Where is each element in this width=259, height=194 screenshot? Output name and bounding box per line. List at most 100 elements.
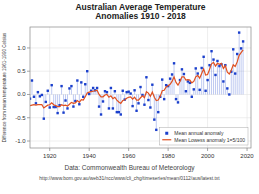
stem [85, 84, 86, 94]
tick [168, 148, 169, 151]
point [153, 118, 155, 120]
point [31, 79, 33, 81]
point [206, 79, 208, 81]
tick-label: 2020 [240, 153, 254, 159]
stem [239, 33, 240, 95]
tick [128, 148, 129, 151]
point [232, 48, 234, 50]
point [151, 84, 153, 86]
stem [233, 49, 234, 94]
point [62, 111, 64, 113]
stem [41, 94, 42, 95]
annotation: http://www.bom.gov.au/web31/ncc/www/cli_… [39, 176, 220, 181]
point [242, 40, 244, 42]
point [147, 99, 149, 101]
point [135, 110, 137, 112]
point [161, 78, 163, 80]
stem [207, 80, 208, 94]
point [110, 87, 112, 89]
point [120, 113, 122, 115]
point [78, 103, 80, 105]
legend-label: Mean annual anomaly [174, 130, 224, 136]
stem [59, 94, 60, 105]
stem [168, 86, 169, 94]
point [100, 113, 102, 115]
tick [27, 47, 30, 48]
point [177, 101, 179, 103]
point [108, 107, 110, 109]
point [47, 90, 49, 92]
stem [219, 66, 220, 94]
point [129, 92, 131, 94]
point [45, 101, 47, 103]
point [122, 90, 124, 92]
point [149, 106, 151, 108]
stem [73, 94, 74, 106]
point [183, 73, 185, 75]
point [181, 68, 183, 70]
point [60, 85, 62, 87]
point [98, 105, 100, 107]
point [114, 90, 116, 92]
point [143, 104, 145, 106]
tick [27, 94, 30, 95]
tick [49, 148, 50, 151]
point [76, 79, 78, 81]
stem [77, 81, 78, 95]
point [139, 86, 141, 88]
stem [61, 86, 62, 94]
stem [223, 81, 224, 94]
stem [35, 94, 36, 103]
legend-handle [162, 139, 171, 140]
point [102, 100, 104, 102]
stem [215, 75, 216, 95]
point [35, 102, 37, 104]
stem [63, 94, 64, 112]
point [200, 67, 202, 69]
stem [51, 85, 52, 94]
point [51, 84, 53, 86]
legend-handle [165, 132, 168, 135]
grid-line [30, 47, 251, 48]
point [33, 96, 35, 98]
point [43, 117, 45, 119]
stem [112, 94, 113, 108]
point [86, 70, 88, 72]
point [80, 81, 82, 83]
stem [211, 51, 212, 94]
tick [27, 117, 30, 118]
point [197, 72, 199, 74]
stem [241, 48, 242, 94]
tick-label: 1.0 [17, 45, 26, 51]
point [37, 91, 39, 93]
point [234, 72, 236, 74]
stem [189, 83, 190, 95]
tick-label: -1.0 [15, 138, 26, 144]
annotation: Data: Commonwealth Bureau of Meteorology [64, 164, 195, 172]
point [212, 58, 214, 60]
legend-box [159, 128, 248, 146]
point [202, 56, 204, 58]
stem [120, 94, 121, 114]
tick-label: 1960 [122, 153, 136, 159]
tick-label: 1940 [83, 153, 97, 159]
point [228, 93, 230, 95]
point [226, 87, 228, 89]
stem [170, 79, 171, 95]
point [198, 89, 200, 91]
point [193, 88, 195, 90]
point [185, 90, 187, 92]
tick-label: 0.5 [17, 68, 26, 74]
stem [195, 68, 196, 94]
point [84, 83, 86, 85]
plot-area [30, 27, 251, 148]
stem [203, 57, 204, 95]
marks [30, 31, 244, 131]
stem [213, 60, 214, 95]
stem [172, 74, 173, 94]
stem [235, 74, 236, 95]
stem [31, 81, 32, 95]
tick [89, 148, 90, 151]
stem [243, 41, 244, 94]
stem [101, 94, 102, 114]
